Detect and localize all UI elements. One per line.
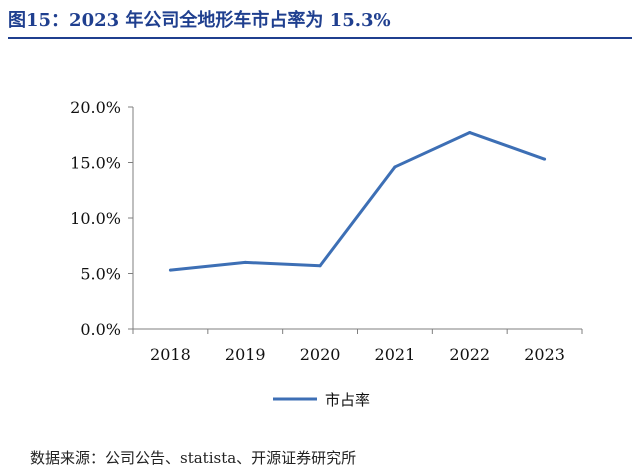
series-group bbox=[168, 131, 547, 272]
y-axis-labels: 0.0% 5.0% 10.0% 15.0% 20.0% bbox=[70, 98, 121, 339]
y-tick-label: 5.0% bbox=[80, 265, 121, 284]
y-tick-label: 15.0% bbox=[70, 154, 121, 173]
x-tick-label: 2023 bbox=[524, 345, 565, 364]
data-point bbox=[168, 268, 172, 272]
legend-label: 市占率 bbox=[325, 391, 370, 409]
series-line bbox=[170, 131, 546, 272]
axes bbox=[128, 106, 583, 334]
data-point bbox=[243, 260, 247, 264]
x-tick-label: 2022 bbox=[449, 345, 490, 364]
data-point bbox=[468, 131, 472, 135]
title-underline bbox=[8, 37, 632, 39]
x-tick-label: 2019 bbox=[225, 345, 266, 364]
data-point bbox=[393, 165, 397, 169]
x-tick-label: 2020 bbox=[300, 345, 341, 364]
legend: 市占率 bbox=[273, 391, 370, 409]
x-tick-label: 2021 bbox=[375, 345, 416, 364]
chart-title: 图15：2023 年公司全地形车市占率为 15.3% bbox=[8, 10, 391, 31]
data-source: 数据来源：公司公告、statista、开源证券研究所 bbox=[30, 449, 357, 467]
y-tick-label: 10.0% bbox=[70, 209, 121, 228]
y-tick-label: 0.0% bbox=[80, 320, 121, 339]
y-tick-label: 20.0% bbox=[70, 98, 121, 117]
x-axis-labels: 2018 2019 2020 2021 2022 2023 bbox=[150, 345, 565, 364]
data-point bbox=[318, 264, 322, 268]
x-tick-label: 2018 bbox=[150, 345, 191, 364]
data-point bbox=[543, 157, 547, 161]
